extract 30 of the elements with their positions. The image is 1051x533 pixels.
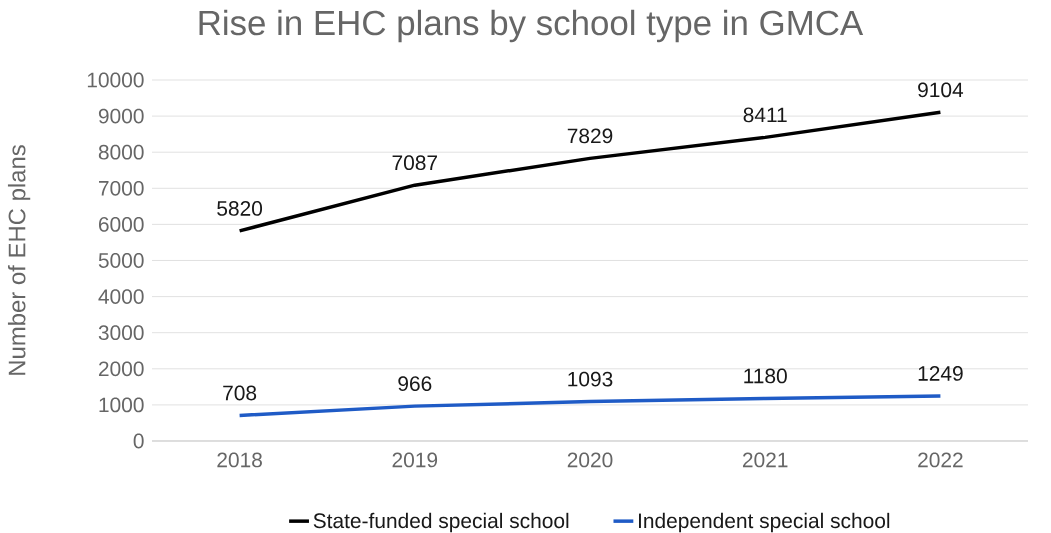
data-label: 5820 [217, 201, 263, 216]
y-tick-label: 7000 [99, 180, 144, 196]
y-tick-label: 2000 [98, 361, 144, 377]
y-tick-label: 10000 [87, 72, 144, 88]
y-tick-label: 4000 [98, 289, 144, 304]
legend-label: State-funded special school [313, 512, 569, 533]
y-tick-label: 5000 [98, 253, 144, 268]
x-tick-label: 2018 [217, 452, 262, 468]
data-label: 7087 [392, 155, 438, 171]
y-tick-label: 8000 [98, 144, 144, 160]
data-label: 1093 [568, 371, 613, 387]
y-tick-label: 0 [133, 433, 144, 449]
y-tick-label: 1000 [99, 397, 144, 413]
data-label: 8411 [743, 107, 787, 123]
x-tick-label: 2021 [742, 452, 788, 468]
chart-title: Rise in EHC plans by school type in GMCA [199, 9, 864, 43]
x-tick-label: 2019 [392, 452, 438, 468]
y-tick-label: 3000 [98, 325, 144, 341]
legend-label: Independent special school [638, 512, 890, 533]
data-label: 1180 [744, 368, 787, 384]
data-label: 7829 [567, 128, 613, 144]
x-tick-label: 2020 [567, 452, 613, 468]
data-label: 9104 [918, 82, 964, 98]
data-label: 1249 [918, 366, 963, 381]
y-tick-label: 6000 [99, 216, 144, 232]
x-tick-label: 2022 [918, 452, 963, 468]
y-tick-label: 9000 [98, 108, 144, 124]
data-label: 708 [223, 385, 257, 401]
y-axis-title: Number of EHC plans [7, 145, 31, 375]
data-label: 966 [398, 376, 432, 392]
